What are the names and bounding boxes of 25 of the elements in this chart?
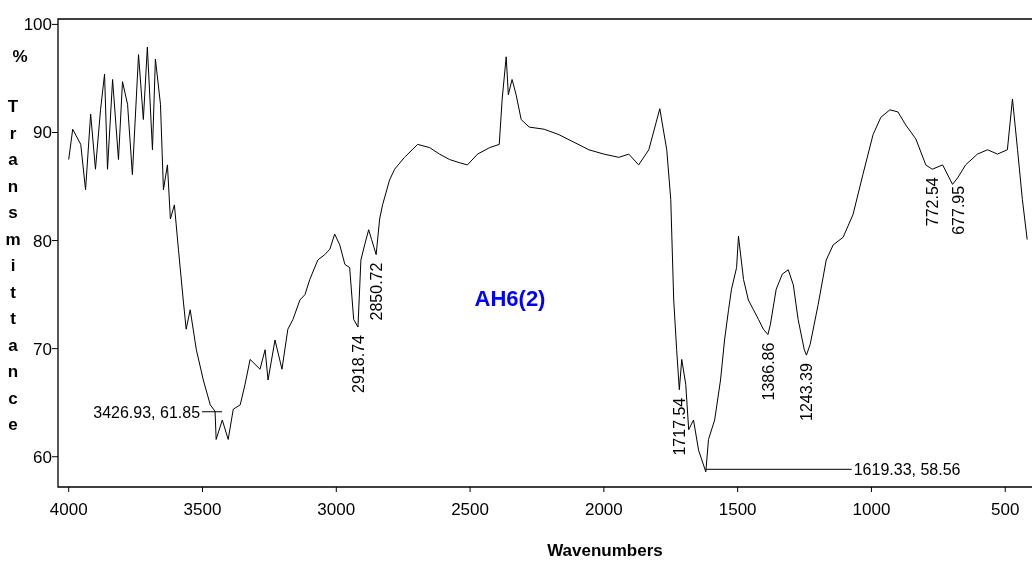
y-tick-label: 80 xyxy=(33,231,52,251)
annotation: 772.54 xyxy=(924,177,942,227)
y-tick-label: 100 xyxy=(23,15,52,35)
annotation: 3426.93, 61.85 xyxy=(93,403,201,421)
annotation: 1619.33, 58.56 xyxy=(853,461,961,479)
x-tick-label: 2000 xyxy=(584,500,623,519)
x-axis-title: Wavenumbers xyxy=(547,541,663,560)
annotation: 1386.86 xyxy=(759,342,777,401)
x-tick-label: 3500 xyxy=(183,500,222,519)
y-tick-label: 60 xyxy=(33,447,52,467)
text: AH6(2) xyxy=(474,286,546,311)
annotation: 1717.54 xyxy=(671,397,689,456)
text: % Transmittance xyxy=(5,47,28,434)
x-tick-label: 1500 xyxy=(718,500,757,519)
y-tick-label: 90 xyxy=(33,123,52,143)
x-tick-label: 500 xyxy=(991,500,1020,519)
x-tick-label: 2500 xyxy=(451,500,489,519)
annotation: 2850.72 xyxy=(368,262,386,321)
x-tick-label: 3000 xyxy=(317,500,356,519)
x-tick-label: 4000 xyxy=(49,500,88,519)
x-tick-label: 1000 xyxy=(852,500,891,519)
y-tick-label: 70 xyxy=(33,339,52,359)
annotation: 1243.39 xyxy=(798,363,816,421)
annotation: 677.95 xyxy=(949,185,967,235)
annotation: 2918.74 xyxy=(350,334,368,393)
